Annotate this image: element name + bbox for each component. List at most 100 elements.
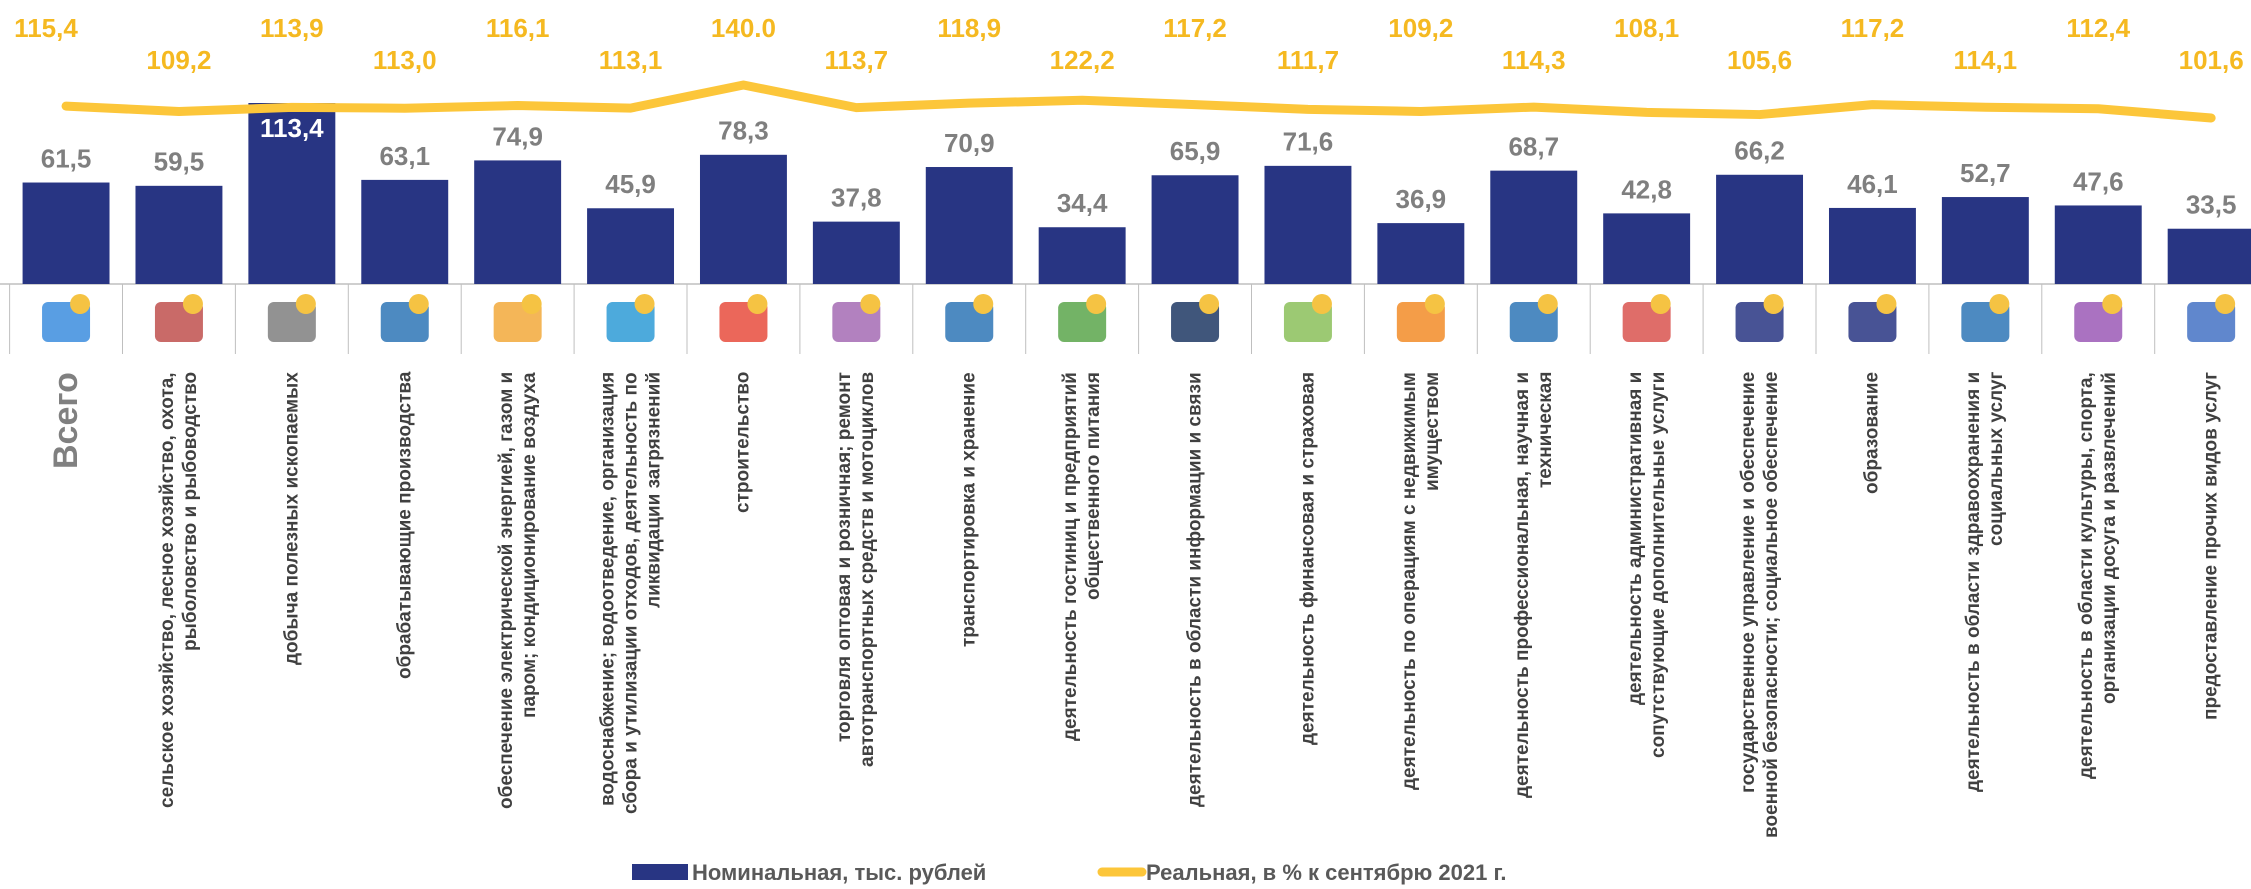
line-value-label: 111,7 [1277, 45, 1339, 75]
icon-shape [2102, 294, 2122, 314]
icon-shape [1764, 294, 1784, 314]
bar-value-label: 71,6 [1283, 127, 1334, 157]
bar-value-label: 113,4 [260, 113, 324, 143]
icon-shape [973, 294, 993, 314]
category-icon [607, 294, 655, 342]
line-value-label: 113,7 [825, 45, 889, 75]
icon-shape [1989, 294, 2009, 314]
line-point [1982, 104, 1988, 110]
line-value-label: 113,1 [599, 45, 663, 75]
category-label: государственное управление и обеспечение… [1737, 372, 1783, 847]
bar-value-label: 78,3 [718, 116, 769, 146]
category-icon [155, 294, 203, 342]
category-icon [268, 294, 316, 342]
bar [1829, 208, 1916, 284]
line-point [1079, 97, 1085, 103]
category-label: деятельность гостиниц и предприятий обще… [1059, 372, 1105, 847]
line-point [1644, 109, 1650, 115]
icon-shape [183, 294, 203, 314]
category-icon [1736, 294, 1784, 342]
category-icon [832, 294, 880, 342]
bar-value-label: 33,5 [2186, 190, 2237, 220]
bar-value-label: 34,4 [1057, 188, 1108, 218]
icon-shape [1199, 294, 1219, 314]
legend-swatch [632, 864, 688, 880]
category-label: обеспечение электрической энергией, газо… [495, 372, 541, 847]
chart: 61,559,5113,463,174,945,978,337,870,934,… [0, 0, 2251, 889]
category-label: деятельность по операциям с недвижимым и… [1398, 372, 1444, 847]
bar-value-label: 70,9 [944, 128, 995, 158]
bar-value-label: 45,9 [605, 169, 656, 199]
category-icon [494, 294, 542, 342]
bar-value-label: 74,9 [492, 121, 543, 151]
bar-value-label: 65,9 [1170, 136, 1221, 166]
line-point [289, 104, 295, 110]
line-value-label: 112,4 [2066, 13, 2130, 43]
icon-shape [70, 294, 90, 314]
bar [926, 167, 1013, 284]
category-icon [2187, 294, 2235, 342]
bar-value-label: 66,2 [1734, 136, 1785, 166]
category-icon [1284, 294, 1332, 342]
bar [1942, 197, 2029, 284]
category-label: Всего [47, 372, 85, 847]
category-label: торговля оптовая и розничная; ремонт авт… [833, 372, 879, 847]
icon-shape [635, 294, 655, 314]
bar [474, 160, 561, 284]
category-label: деятельность административная и сопутств… [1624, 372, 1670, 847]
icon-shape [296, 294, 316, 314]
line-value-label: 117,2 [1163, 13, 1227, 43]
category-label: транспортировка и хранение [958, 372, 981, 847]
line-point [176, 108, 182, 114]
bar [1490, 171, 1577, 284]
line-point [1305, 106, 1311, 112]
bar-value-label: 61,5 [41, 143, 92, 173]
bar [2168, 229, 2251, 284]
bar-value-label: 47,6 [2073, 166, 2124, 196]
category-label: предоставление прочих видов услуг [2200, 372, 2223, 847]
bar [1603, 213, 1690, 284]
category-label: образование [1861, 372, 1884, 847]
bar [361, 180, 448, 284]
line-value-label: 118,9 [937, 13, 1001, 43]
icon-shape [860, 294, 880, 314]
line-point [402, 105, 408, 111]
line-point [1192, 102, 1198, 108]
bar-value-label: 59,5 [154, 147, 205, 177]
bar-value-label: 46,1 [1847, 169, 1898, 199]
line-value-label: 117,2 [1841, 13, 1905, 43]
line-point [1757, 112, 1763, 118]
category-icon [719, 294, 767, 342]
line-value-label: 115,4 [14, 13, 78, 43]
legend-label: Номинальная, тыс. рублей [692, 860, 986, 886]
icon-shape [1538, 294, 1558, 314]
category-label: деятельность в области культуры, спорта,… [2075, 372, 2121, 847]
category-icon [945, 294, 993, 342]
line-point [63, 103, 69, 109]
line-value-label: 113,0 [373, 45, 437, 75]
category-label: деятельность финансовая и страховая [1296, 372, 1319, 847]
category-label: строительство [732, 372, 755, 847]
bar-value-label: 36,9 [1396, 184, 1447, 214]
category-icon [1171, 294, 1219, 342]
category-icon [1058, 294, 1106, 342]
category-icon [1510, 294, 1558, 342]
line-value-label: 140.0 [711, 13, 776, 43]
category-icon [2074, 294, 2122, 342]
category-label: водоснабжение; водоотведение, организаци… [596, 372, 665, 847]
icon-shape [1312, 294, 1332, 314]
legend-label: Реальная, в % к сентябрю 2021 г. [1146, 860, 1507, 886]
bar [1716, 175, 1803, 284]
line-value-label: 114,1 [1954, 45, 2018, 75]
icon-shape [1651, 294, 1671, 314]
category-label: обрабатывающие производства [393, 372, 416, 847]
line-value-label: 122,2 [1050, 45, 1115, 75]
line [66, 85, 2211, 118]
line-value-label: 109,2 [146, 45, 211, 75]
icon-shape [522, 294, 542, 314]
line-value-label: 108,1 [1614, 13, 1679, 43]
icon-shape [409, 294, 429, 314]
category-icon [1848, 294, 1896, 342]
icon-shape [1086, 294, 1106, 314]
line-point [2095, 106, 2101, 112]
